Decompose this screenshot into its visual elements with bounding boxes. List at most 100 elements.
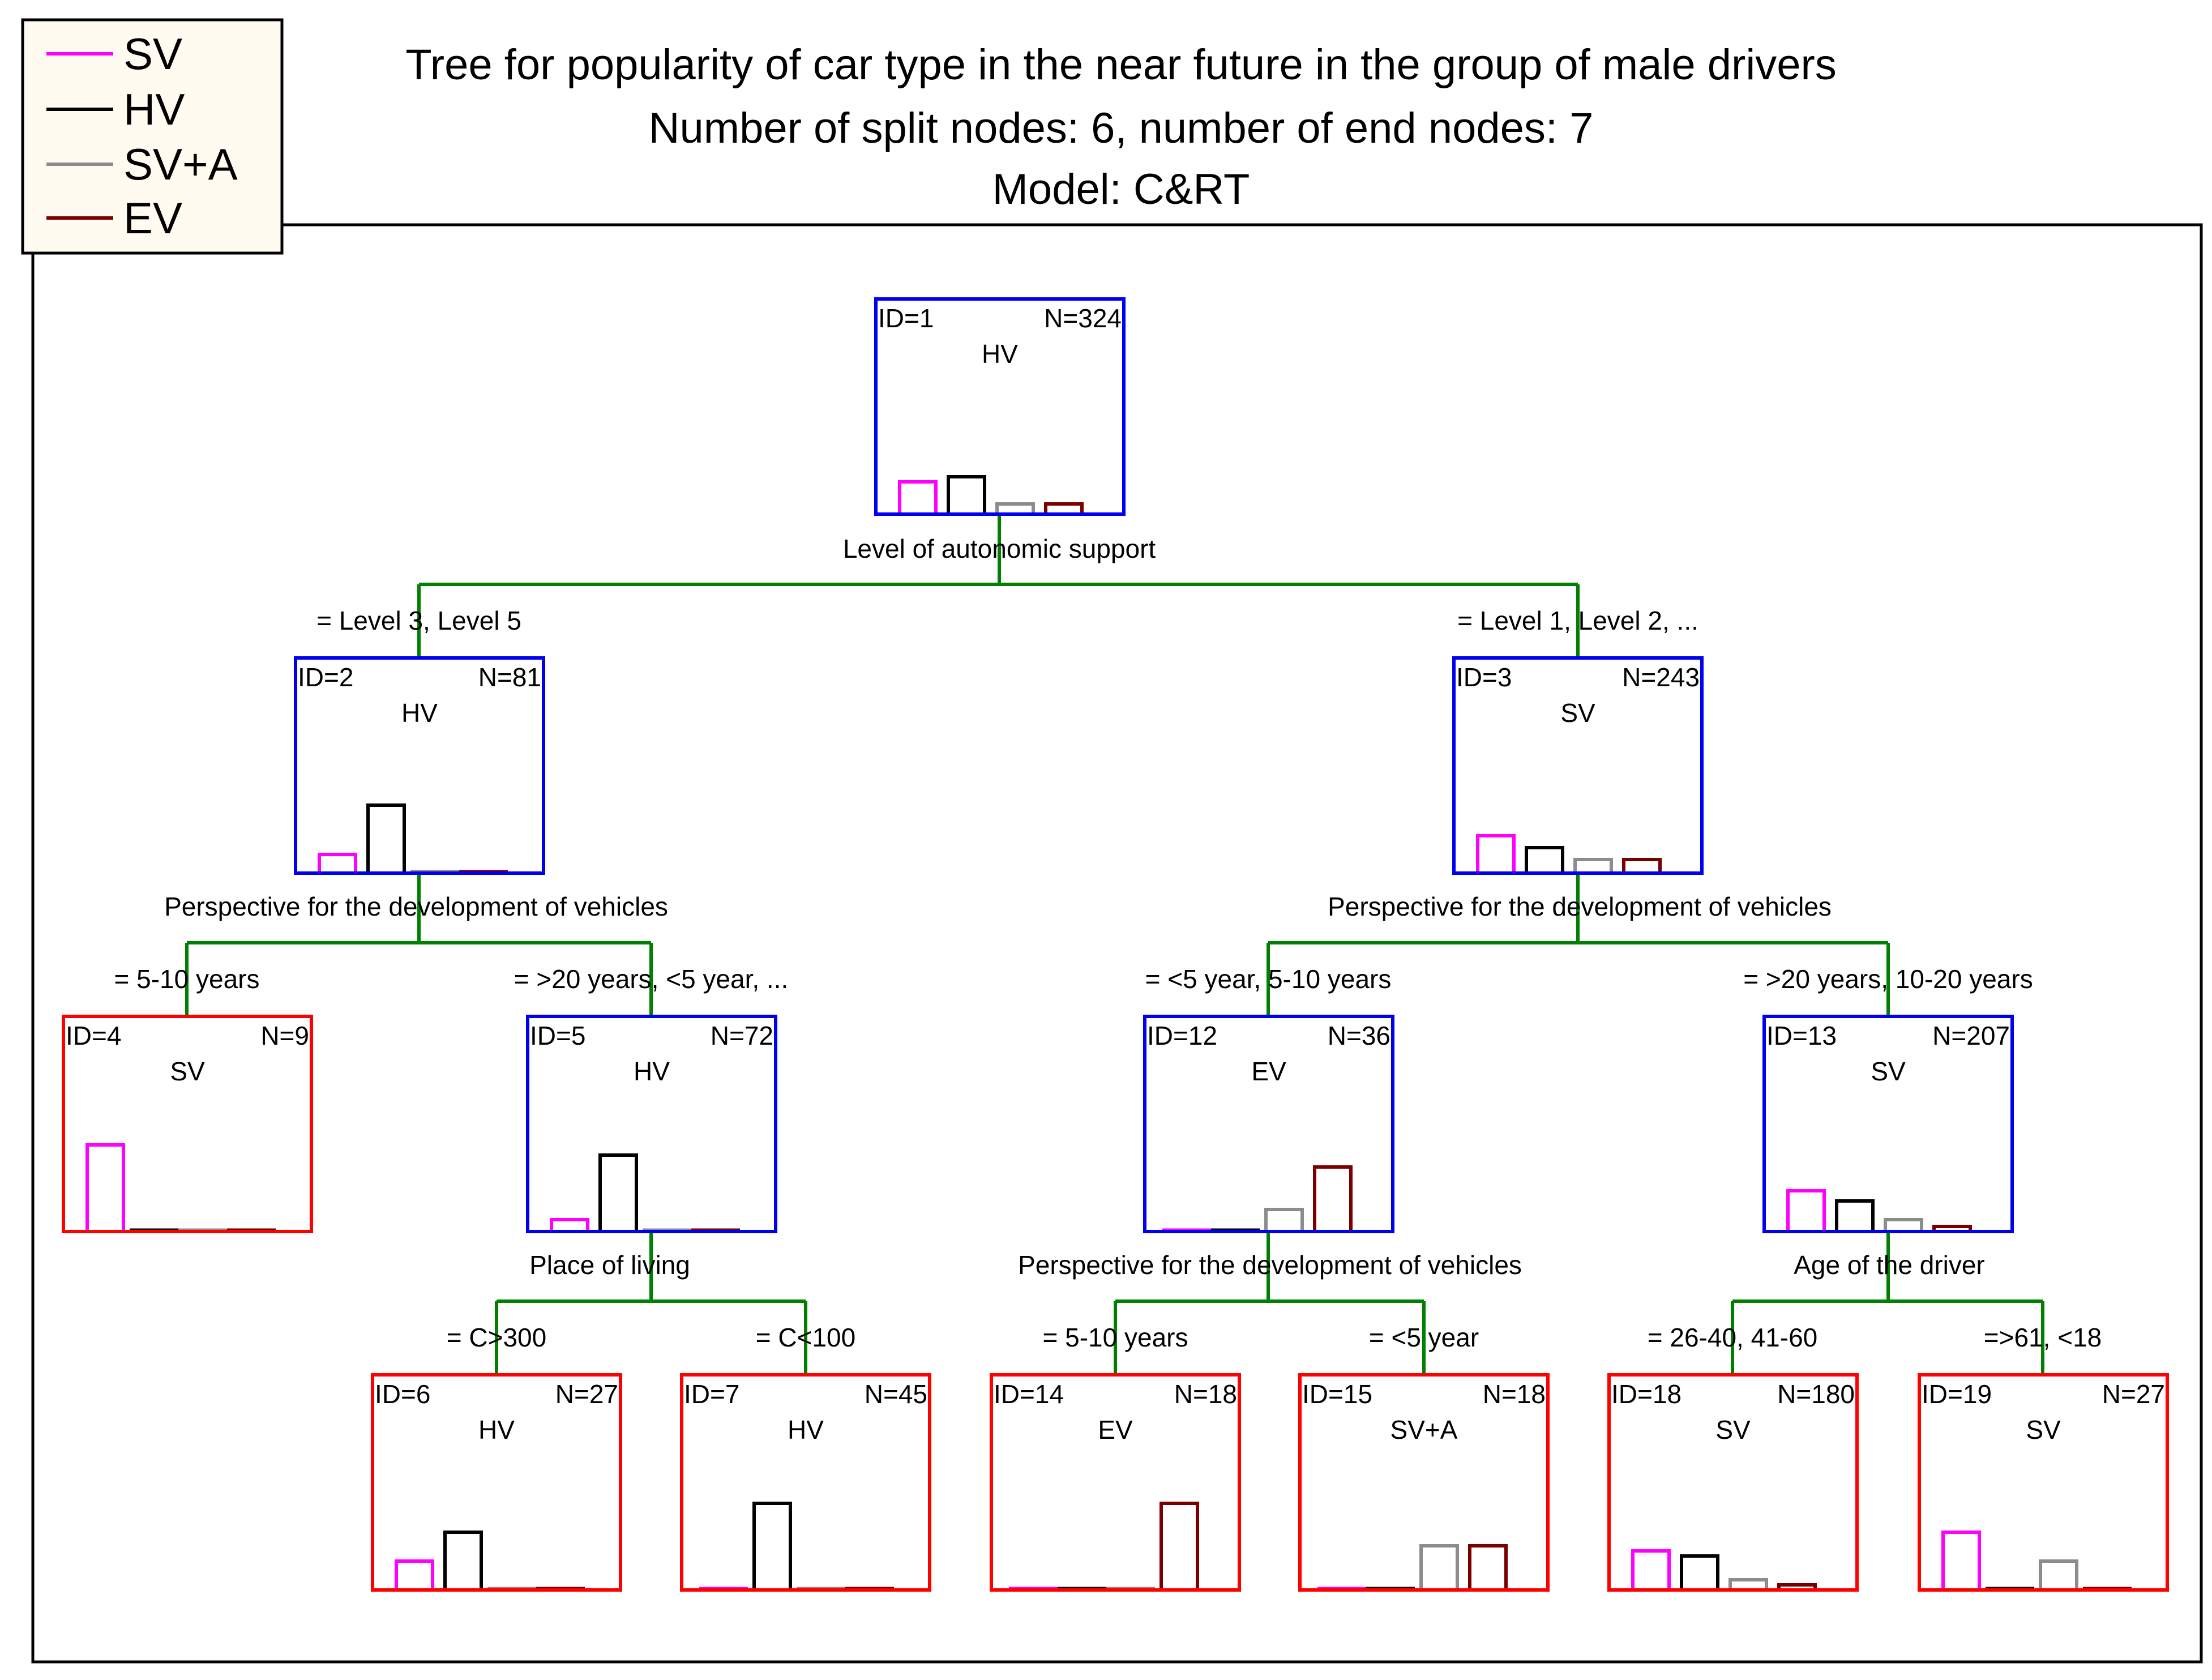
chart-model-label: Model: C&RT xyxy=(992,165,1250,213)
node-box xyxy=(526,1015,777,1233)
branch-condition-label: = C<100 xyxy=(756,1323,855,1352)
branch-condition-label: = C>300 xyxy=(447,1323,546,1352)
node-count-label: N=45 xyxy=(865,1379,927,1409)
node-box xyxy=(1143,1015,1394,1233)
legend-label-sv: SV xyxy=(123,29,182,79)
tree-node: ID=7 N=45 HV xyxy=(680,1373,931,1592)
node-id-label: ID=3 xyxy=(1456,662,1512,692)
node-bar-hv xyxy=(443,1531,483,1592)
branch-condition-labels: = Level 3, Level 5 = Level 1, Level 2, .… xyxy=(114,606,2102,1352)
node-bar-sv xyxy=(1941,1531,1981,1592)
node-id-label: ID=7 xyxy=(684,1379,739,1409)
node-bar-sva xyxy=(2039,1559,2078,1592)
node-id-label: ID=2 xyxy=(298,662,353,692)
node-box xyxy=(1918,1373,2169,1592)
node-count-label: N=27 xyxy=(555,1379,618,1409)
legend-label-ev: EV xyxy=(123,193,182,243)
node-count-label: N=27 xyxy=(2102,1379,2165,1409)
node-box xyxy=(1607,1373,1859,1592)
node-class-label: HV xyxy=(478,1415,515,1444)
node-class-label: HV xyxy=(634,1057,670,1086)
node-bar-sva xyxy=(1264,1208,1304,1233)
node-class-label: SV xyxy=(1715,1415,1751,1444)
tree-node: ID=1 N=324 HV xyxy=(874,297,1126,516)
tree-node: ID=5 N=72 HV xyxy=(526,1015,777,1233)
node-id-label: ID=12 xyxy=(1147,1021,1217,1050)
split-variable-label: Perspective for the development of vehic… xyxy=(1018,1250,1522,1280)
tree-node: ID=14 N=18 EV xyxy=(990,1373,1241,1592)
node-class-label: EV xyxy=(1098,1415,1133,1444)
node-id-label: ID=1 xyxy=(878,303,934,333)
split-variable-label: Place of living xyxy=(529,1250,690,1280)
node-bar-hv xyxy=(598,1153,638,1233)
node-class-label: SV xyxy=(170,1057,205,1086)
legend-box xyxy=(21,18,284,255)
branch-condition-label: = <5 year xyxy=(1369,1323,1479,1352)
node-class-label: HV xyxy=(401,698,438,728)
branch-condition-label: = >20 years, 10-20 years xyxy=(1743,964,2033,994)
branch-condition-label: = 5-10 years xyxy=(1043,1323,1188,1352)
node-id-label: ID=15 xyxy=(1302,1379,1372,1409)
branch-condition-label: = Level 1, Level 2, ... xyxy=(1457,606,1698,635)
split-variable-label: Age of the driver xyxy=(1794,1250,1985,1280)
split-variable-label: Perspective for the development of vehic… xyxy=(1328,892,1832,921)
node-bar-hv xyxy=(947,475,986,516)
node-bar-sv xyxy=(1786,1189,1826,1233)
legend-label-hv: HV xyxy=(123,84,185,134)
node-count-label: N=207 xyxy=(1932,1021,2010,1050)
node-id-label: ID=4 xyxy=(66,1021,121,1050)
node-bar-sv xyxy=(1631,1549,1671,1592)
node-box xyxy=(294,656,545,875)
node-box xyxy=(874,297,1126,516)
split-variable-label: Level of autonomic support xyxy=(843,534,1156,563)
split-variable-label: Perspective for the development of vehic… xyxy=(164,892,668,921)
node-count-label: N=72 xyxy=(711,1021,773,1050)
node-box xyxy=(1298,1373,1550,1592)
node-box xyxy=(62,1015,313,1233)
plot-frame xyxy=(31,223,2203,1664)
node-count-label: N=324 xyxy=(1044,303,1122,333)
node-class-label: EV xyxy=(1251,1057,1286,1086)
node-id-label: ID=6 xyxy=(375,1379,430,1409)
node-class-label: SV+A xyxy=(1390,1415,1458,1444)
node-class-label: SV xyxy=(1560,698,1595,728)
tree-node: ID=6 N=27 HV xyxy=(371,1373,622,1592)
node-bar-sv xyxy=(318,853,357,875)
node-count-label: N=180 xyxy=(1777,1379,1855,1409)
branch-condition-label: =>61, <18 xyxy=(1984,1323,2102,1352)
tree-node: ID=4 N=9 SV xyxy=(62,1015,313,1233)
chart-title: Tree for popularity of car type in the n… xyxy=(405,41,1837,89)
node-count-label: N=36 xyxy=(1328,1021,1390,1050)
branch-condition-label: = Level 3, Level 5 xyxy=(316,606,521,635)
node-id-label: ID=13 xyxy=(1766,1021,1837,1050)
node-count-label: N=18 xyxy=(1483,1379,1546,1409)
node-count-label: N=18 xyxy=(1174,1379,1237,1409)
node-bar-ev xyxy=(1468,1544,1508,1592)
node-class-label: SV xyxy=(2026,1415,2061,1444)
node-bar-sva xyxy=(1884,1218,1923,1233)
legend-label-sva: SV+A xyxy=(123,139,238,189)
node-bar-sv xyxy=(1476,834,1516,875)
node-id-label: ID=19 xyxy=(1922,1379,1992,1409)
tree-node: ID=18 N=180 SV xyxy=(1607,1373,1859,1592)
node-class-label: HV xyxy=(788,1415,824,1444)
node-bar-hv xyxy=(1680,1554,1719,1592)
node-box xyxy=(990,1373,1241,1592)
node-id-label: ID=14 xyxy=(994,1379,1064,1409)
node-bar-hv xyxy=(366,803,406,875)
tree-node: ID=2 N=81 HV xyxy=(294,656,545,875)
branch-condition-label: = 26-40, 41-60 xyxy=(1648,1323,1818,1352)
legend: SV HV SV+A EV xyxy=(21,18,284,255)
node-bar-sv xyxy=(395,1559,434,1592)
node-class-label: HV xyxy=(982,339,1018,369)
node-box xyxy=(680,1373,931,1592)
node-count-label: N=81 xyxy=(478,662,541,692)
tree-node: ID=12 N=36 EV xyxy=(1143,1015,1394,1233)
node-bar-sv xyxy=(898,480,938,516)
node-bar-hv xyxy=(1835,1199,1875,1233)
node-bar-sv xyxy=(550,1218,589,1233)
node-id-label: ID=5 xyxy=(530,1021,585,1050)
connectors xyxy=(185,514,2044,1375)
node-bar-hv xyxy=(752,1502,792,1592)
